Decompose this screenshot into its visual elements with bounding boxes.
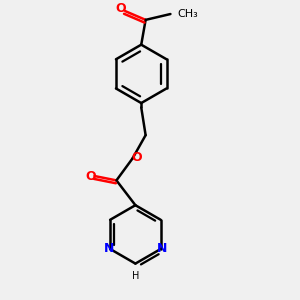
Text: O: O bbox=[132, 151, 142, 164]
Text: O: O bbox=[86, 169, 96, 182]
Text: H: H bbox=[132, 271, 139, 281]
Text: N: N bbox=[157, 242, 167, 256]
Text: CH₃: CH₃ bbox=[178, 9, 199, 19]
Text: O: O bbox=[116, 2, 126, 15]
Text: N: N bbox=[103, 242, 114, 256]
